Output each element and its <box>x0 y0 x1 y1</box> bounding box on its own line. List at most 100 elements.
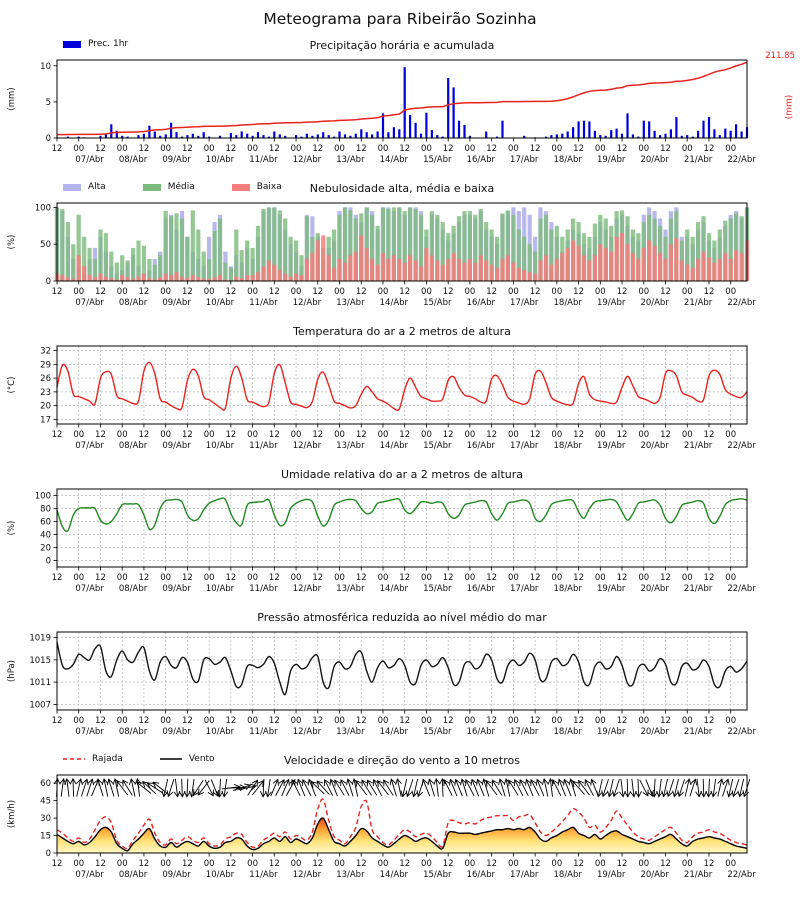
svg-text:11/Abr: 11/Abr <box>249 298 278 308</box>
svg-text:00: 00 <box>73 144 84 154</box>
y-axis-title: (mm) <box>7 87 17 110</box>
svg-text:00: 00 <box>117 287 128 297</box>
svg-text:00: 00 <box>464 430 475 440</box>
svg-text:12: 12 <box>399 859 410 869</box>
x-axis-labels: 12 00 12 00 12 00 12 00 12 00 12 00 12 00 12 00 12 00 12 00… <box>52 430 757 451</box>
y-axis-title: (%) <box>7 521 17 536</box>
svg-text:12: 12 <box>225 716 236 726</box>
svg-text:18/Abr: 18/Abr <box>554 727 583 737</box>
svg-text:5: 5 <box>46 98 51 108</box>
svg-text:12: 12 <box>269 859 280 869</box>
svg-text:17: 17 <box>40 415 51 425</box>
svg-text:12/Abr: 12/Abr <box>293 155 322 165</box>
panel-title-cloudiness: Nebulosidade alta, média e baixa <box>309 182 495 195</box>
grid-lines <box>56 632 747 710</box>
svg-text:12: 12 <box>573 144 584 154</box>
svg-text:00: 00 <box>421 144 432 154</box>
panel-title-precipitation: Precipitação horária e acumulada <box>309 39 495 52</box>
svg-text:00: 00 <box>117 716 128 726</box>
svg-text:00: 00 <box>247 716 258 726</box>
svg-text:12: 12 <box>312 144 323 154</box>
svg-text:12: 12 <box>704 144 715 154</box>
svg-text:10/Abr: 10/Abr <box>206 155 235 165</box>
svg-text:00: 00 <box>291 573 302 583</box>
svg-text:12: 12 <box>225 573 236 583</box>
svg-text:12: 12 <box>660 144 671 154</box>
legend-label-vento: Vento <box>188 754 215 764</box>
svg-text:00: 00 <box>638 716 649 726</box>
svg-text:12: 12 <box>573 716 584 726</box>
svg-text:15/Abr: 15/Abr <box>423 870 452 880</box>
svg-text:12: 12 <box>182 287 193 297</box>
svg-text:00: 00 <box>508 859 519 869</box>
y-axis: 1007 1011 1015 1019 <box>29 634 57 710</box>
svg-text:12: 12 <box>52 859 63 869</box>
svg-text:12: 12 <box>312 430 323 440</box>
svg-text:00: 00 <box>421 859 432 869</box>
legend-item-vento: Vento <box>159 754 215 764</box>
svg-text:00: 00 <box>247 144 258 154</box>
svg-text:00: 00 <box>725 144 736 154</box>
svg-text:00: 00 <box>204 573 215 583</box>
svg-text:1007: 1007 <box>29 700 51 710</box>
svg-text:12: 12 <box>704 287 715 297</box>
svg-text:12: 12 <box>52 287 63 297</box>
svg-text:19/Abr: 19/Abr <box>597 870 626 880</box>
svg-text:12: 12 <box>573 573 584 583</box>
wind-legend: Rajada Vento <box>62 754 215 764</box>
svg-text:12: 12 <box>225 287 236 297</box>
svg-text:29: 29 <box>40 360 51 370</box>
svg-text:14/Abr: 14/Abr <box>380 441 409 451</box>
svg-text:00: 00 <box>378 859 389 869</box>
svg-text:12/Abr: 12/Abr <box>293 298 322 308</box>
svg-text:12: 12 <box>269 287 280 297</box>
svg-text:00: 00 <box>73 716 84 726</box>
svg-text:12: 12 <box>225 144 236 154</box>
svg-text:08/Abr: 08/Abr <box>119 727 148 737</box>
x-axis-ticks <box>56 710 732 714</box>
svg-text:00: 00 <box>682 430 693 440</box>
svg-text:12: 12 <box>139 716 150 726</box>
svg-text:12: 12 <box>52 573 63 583</box>
svg-text:12: 12 <box>312 859 323 869</box>
humidity-plot: 12 00 12 00 12 00 12 00 12 00 12 00 12 00 12 00 12 00 12 00… <box>7 488 756 594</box>
svg-text:00: 00 <box>508 287 519 297</box>
svg-text:12/Abr: 12/Abr <box>293 584 322 594</box>
plot-frame <box>56 345 748 425</box>
svg-text:14/Abr: 14/Abr <box>380 155 409 165</box>
legend-item-rajada: Rajada <box>62 754 123 764</box>
svg-text:00: 00 <box>595 859 606 869</box>
svg-text:09/Abr: 09/Abr <box>162 727 191 737</box>
svg-text:00: 00 <box>334 144 345 154</box>
precip-bars <box>55 67 749 138</box>
svg-text:12: 12 <box>573 287 584 297</box>
svg-text:18/Abr: 18/Abr <box>554 441 583 451</box>
svg-text:60: 60 <box>40 779 51 789</box>
svg-text:00: 00 <box>595 144 606 154</box>
svg-text:15: 15 <box>40 832 51 842</box>
vento-line-swatch-icon <box>159 758 182 760</box>
svg-text:21/Abr: 21/Abr <box>684 870 713 880</box>
svg-text:00: 00 <box>247 573 258 583</box>
svg-text:22/Abr: 22/Abr <box>727 155 756 165</box>
svg-text:12: 12 <box>225 859 236 869</box>
svg-text:21/Abr: 21/Abr <box>684 298 713 308</box>
svg-text:12: 12 <box>704 859 715 869</box>
y-axis: 0 20 40 60 80 100 <box>35 492 57 567</box>
svg-text:12: 12 <box>139 430 150 440</box>
svg-text:19/Abr: 19/Abr <box>597 155 626 165</box>
x-axis-ticks <box>56 567 732 571</box>
grid-lines <box>56 489 747 567</box>
svg-text:00: 00 <box>117 430 128 440</box>
legend-item-alta: Alta <box>62 182 106 192</box>
svg-text:17/Abr: 17/Abr <box>510 298 539 308</box>
svg-text:0: 0 <box>46 277 51 287</box>
svg-text:12: 12 <box>530 859 541 869</box>
svg-text:07/Abr: 07/Abr <box>75 584 104 594</box>
svg-text:12: 12 <box>139 573 150 583</box>
x-axis-ticks <box>56 424 732 428</box>
svg-text:12: 12 <box>139 859 150 869</box>
svg-text:12: 12 <box>530 144 541 154</box>
baixa-swatch-icon <box>231 184 250 191</box>
svg-text:12: 12 <box>573 430 584 440</box>
